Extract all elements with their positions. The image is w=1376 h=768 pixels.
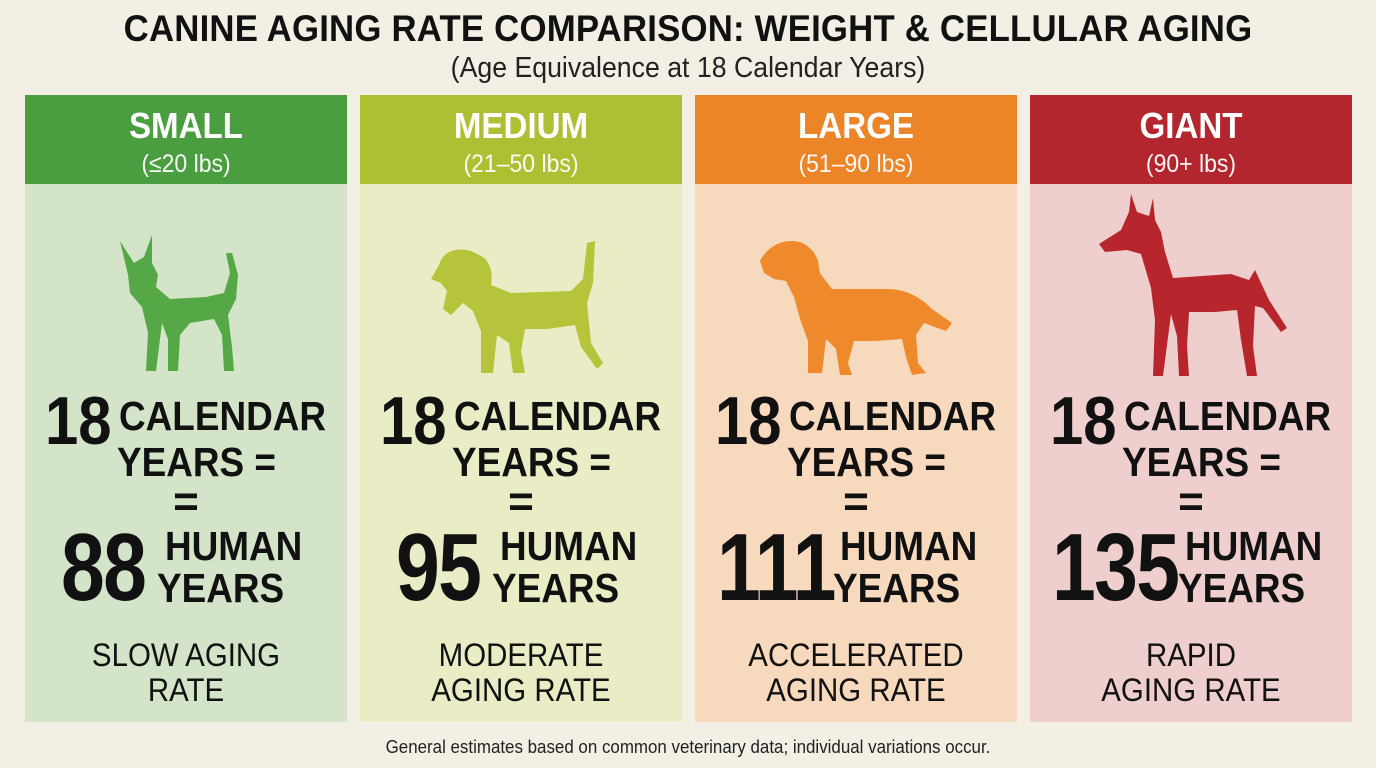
human-years-label: YEARS [1178,565,1306,611]
human-years-label: YEARS [492,565,620,611]
beagle-silhouette-icon [431,241,603,373]
footnote: General estimates based on common veteri… [385,737,991,757]
panel-header: GIANT (90+ lbs) [1030,95,1352,184]
chihuahua-silhouette-icon [120,235,238,371]
aging-rate-line-1: RAPID [1146,637,1236,673]
panel-large: LARGE (51–90 lbs) 18 CALENDAR YEARS = = … [695,95,1017,722]
aging-rate-label: SLOW AGING RATE [38,638,334,708]
aging-rate-line-1: SLOW AGING [91,637,281,673]
equals-sign: = [843,477,869,526]
human-label: HUMAN [1185,523,1323,569]
equals-sign: = [173,477,199,526]
size-label: MEDIUM [453,105,589,146]
weight-range: (≤20 lbs) [141,150,231,178]
calendar-years-number: 18 [380,383,447,459]
page-subtitle: (Age Equivalence at 18 Calendar Years) [450,52,926,84]
human-years-label: YEARS [157,565,285,611]
weight-range: (51–90 lbs) [798,150,914,178]
aging-rate-line-1: MODERATE [438,637,604,673]
size-label: LARGE [798,105,914,146]
years-equals-label: YEARS = [1122,439,1281,485]
weight-range: (90+ lbs) [1145,150,1237,178]
equals-sign: = [508,477,534,526]
calendar-years-number: 18 [1050,383,1117,459]
calendar-label: CALENDAR [454,393,662,439]
aging-rate-line-1: ACCELERATED [748,637,964,673]
calendar-label: CALENDAR [1124,393,1332,439]
years-equals-label: YEARS = [117,439,276,485]
years-equals-label: YEARS = [452,439,611,485]
human-years-number: 135 [1052,514,1180,621]
human-years-number: 111 [717,514,836,621]
human-years-label: YEARS [833,565,961,611]
human-years-number: 88 [61,514,147,621]
panel-medium: MEDIUM (21–50 lbs) 18 CALENDAR YEARS = =… [360,95,682,722]
panel-header: MEDIUM (21–50 lbs) [360,95,682,184]
human-years-number: 95 [396,514,482,621]
calendar-years-number: 18 [715,383,782,459]
human-label: HUMAN [165,523,303,569]
great-dane-silhouette-icon [1099,194,1287,376]
aging-rate-line-2: AGING RATE [431,672,611,708]
weight-range: (21–50 lbs) [463,150,579,178]
calendar-label: CALENDAR [119,393,327,439]
panel-header: LARGE (51–90 lbs) [695,95,1017,184]
aging-rate-line-2: AGING RATE [766,672,946,708]
human-label: HUMAN [840,523,978,569]
page-title: CANINE AGING RATE COMPARISON: WEIGHT & C… [123,8,1253,49]
aging-rate-line-2: RATE [147,672,225,708]
aging-rate-label: RAPID AGING RATE [1043,638,1339,708]
aging-rate-line-2: AGING RATE [1101,672,1281,708]
calendar-years-number: 18 [45,383,112,459]
panel-giant: GIANT (90+ lbs) 18 CALENDAR YEARS = = 13… [1030,95,1352,722]
size-label: GIANT [1139,105,1243,146]
human-label: HUMAN [500,523,638,569]
aging-rate-label: ACCELERATED AGING RATE [708,638,1004,708]
panel-header: SMALL (≤20 lbs) [25,95,347,184]
panel-small: SMALL (≤20 lbs) 18 CALENDAR YEARS = = 88… [25,95,347,722]
golden-retriever-silhouette-icon [760,241,952,375]
calendar-label: CALENDAR [789,393,997,439]
years-equals-label: YEARS = [787,439,946,485]
equals-sign: = [1178,477,1204,526]
aging-rate-label: MODERATE AGING RATE [373,638,669,708]
size-label: SMALL [128,105,244,146]
